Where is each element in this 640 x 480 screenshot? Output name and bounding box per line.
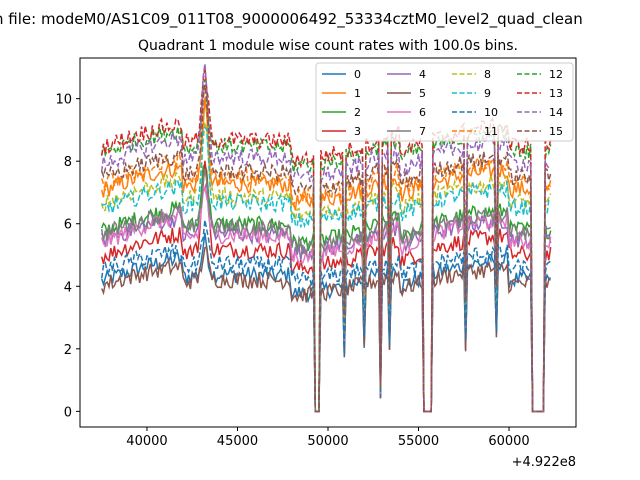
series-line-3 xyxy=(100,160,552,413)
legend-label: 2 xyxy=(354,106,361,119)
legend-box xyxy=(315,62,574,142)
series-line-5 xyxy=(101,245,551,413)
series-line-6 xyxy=(100,186,552,413)
y-tick-label: 4 xyxy=(64,280,72,295)
x-axis: 40000 45000 50000 55000 60000 xyxy=(126,427,530,449)
legend-label: 4 xyxy=(419,68,426,81)
legend-label: 14 xyxy=(549,106,563,119)
x-tick-label: 55000 xyxy=(398,434,439,449)
chart-title: Quadrant 1 module wise count rates with … xyxy=(138,38,518,54)
series-line-14 xyxy=(100,63,551,413)
y-tick-label: 8 xyxy=(64,155,72,170)
x-tick-label: 60000 xyxy=(488,434,529,449)
legend-label: 5 xyxy=(419,87,426,100)
y-tick-label: 0 xyxy=(64,405,72,420)
figure-suptitle: n file: modeM0/AS1C09_011T08_9000006492_… xyxy=(0,10,583,29)
series-line-8 xyxy=(100,122,552,413)
legend-label: 10 xyxy=(484,106,498,119)
legend-label: 0 xyxy=(354,68,361,81)
legend-label: 7 xyxy=(419,125,426,138)
legend-label: 6 xyxy=(419,106,426,119)
series-line-2 xyxy=(101,162,552,413)
series-line-10 xyxy=(100,219,552,413)
series-line-7 xyxy=(100,168,551,413)
x-tick-label: 50000 xyxy=(307,434,348,449)
legend-label: 12 xyxy=(549,68,563,81)
series-line-0 xyxy=(100,232,551,413)
legend-label: 15 xyxy=(549,125,563,138)
legend-label: 13 xyxy=(549,87,563,100)
series-line-9 xyxy=(101,126,551,413)
x-tick-label: 40000 xyxy=(126,434,167,449)
legend-label: 9 xyxy=(484,87,491,100)
legend-label: 1 xyxy=(354,87,361,100)
legend-label: 11 xyxy=(484,125,498,138)
legend-label: 8 xyxy=(484,68,491,81)
y-tick-label: 6 xyxy=(64,218,72,233)
series-line-15 xyxy=(100,84,552,413)
y-tick-label: 2 xyxy=(64,343,72,358)
y-tick-label: 10 xyxy=(55,93,72,108)
legend-label: 3 xyxy=(354,125,361,138)
y-axis: 0 2 4 6 8 10 xyxy=(55,93,80,420)
x-tick-label: 45000 xyxy=(217,434,258,449)
x-offset-label: +4.922e8 xyxy=(512,455,576,470)
